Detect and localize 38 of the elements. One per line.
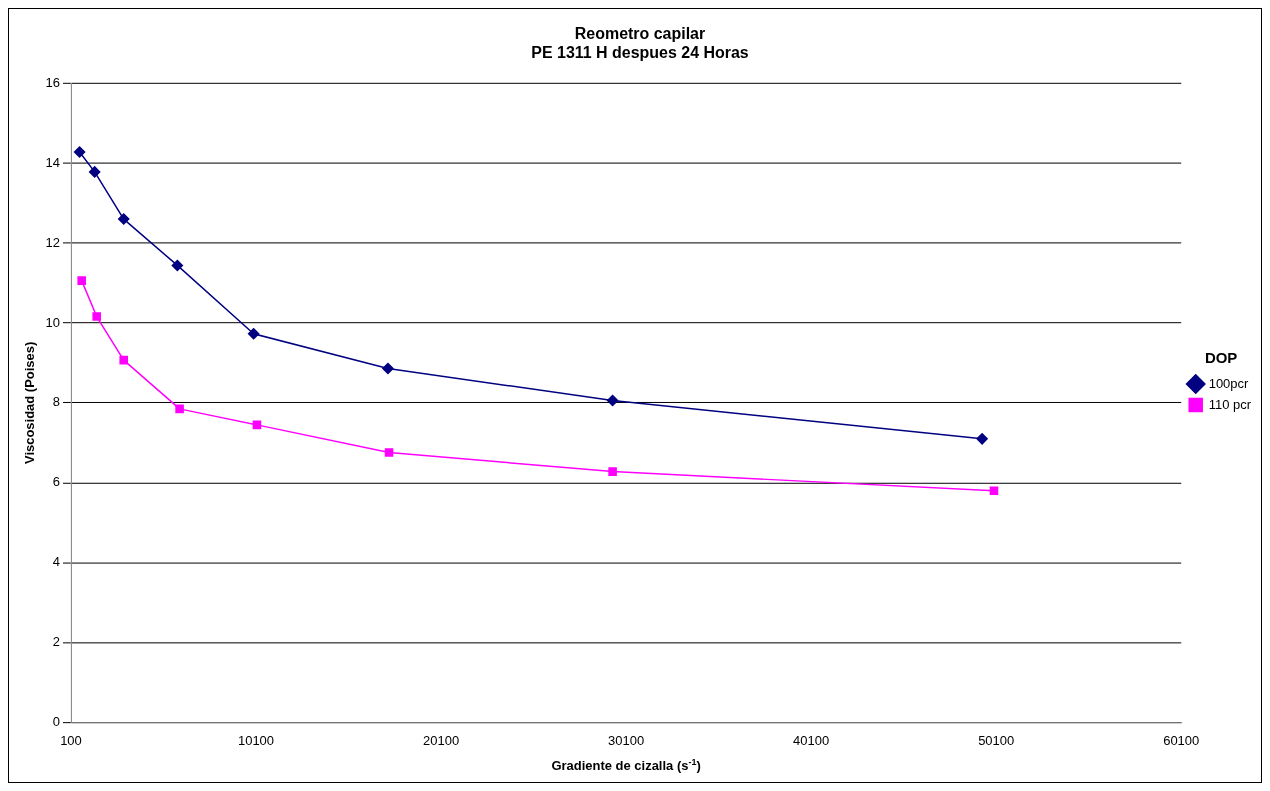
point <box>117 213 130 225</box>
point <box>73 146 86 158</box>
point <box>175 404 184 414</box>
legend-label: 110 pcr <box>1208 396 1252 412</box>
point <box>247 328 260 340</box>
legend-title: DOP <box>1204 349 1238 367</box>
x-tick-label: 30100 <box>608 732 645 748</box>
point <box>384 448 394 457</box>
x-tick-label: 60100 <box>1163 732 1200 748</box>
point <box>88 166 101 178</box>
x-tick-label: 50100 <box>978 732 1015 748</box>
point <box>608 467 617 476</box>
point <box>606 394 619 407</box>
chart-subtitle: PE 1311 H despues 24 Horas <box>531 44 749 62</box>
y-tick-label: 4 <box>52 554 60 570</box>
y-tick-label: 16 <box>45 74 60 90</box>
y-tick-label: 2 <box>52 634 60 650</box>
point <box>77 276 86 285</box>
y-tick-label: 14 <box>45 154 60 170</box>
x-tick-label: 20100 <box>423 732 460 748</box>
y-tick-label: 6 <box>52 474 60 490</box>
point <box>252 420 262 430</box>
x-tick-label: 40100 <box>793 732 830 748</box>
y-tick-label: 0 <box>52 714 60 730</box>
x-tick-label: 10100 <box>237 732 275 748</box>
x-tick-label: 100 <box>60 732 82 748</box>
point <box>976 433 988 445</box>
point <box>119 355 128 365</box>
chart-title: Reometro capilar <box>574 24 706 42</box>
y-tick-label: 10 <box>45 314 60 330</box>
point <box>382 362 394 375</box>
y-axis-title: Viscosidad (Poises) <box>22 341 38 464</box>
y-tick-label: 12 <box>45 234 60 250</box>
legend-label: 100pcr <box>1208 375 1250 391</box>
point <box>171 259 184 272</box>
y-tick-label: 8 <box>52 394 60 410</box>
point <box>989 486 999 496</box>
point <box>92 312 101 321</box>
